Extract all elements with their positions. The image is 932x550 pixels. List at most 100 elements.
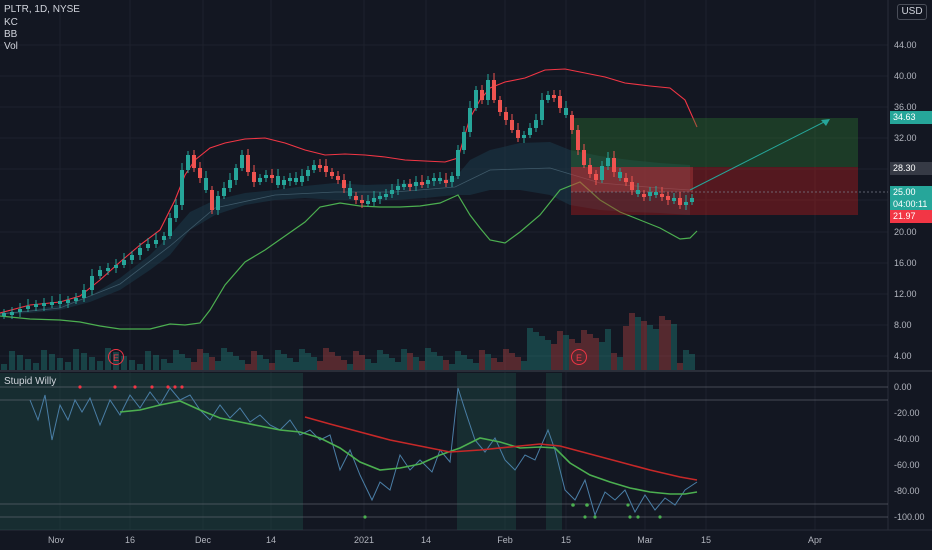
signal-green-line <box>119 400 698 495</box>
volume-bar <box>73 349 79 370</box>
volume-bar <box>161 359 167 370</box>
volume-bar <box>251 351 257 370</box>
volume-bar <box>407 353 413 370</box>
candle-body <box>666 196 670 200</box>
candle-body <box>342 180 346 188</box>
candle-body <box>588 165 592 174</box>
candle-body <box>390 190 394 194</box>
candle-body <box>438 178 442 181</box>
candle-body <box>462 132 466 150</box>
position-tool[interactable] <box>571 118 888 215</box>
price-axis-label: 12.00 <box>894 289 917 299</box>
volume-bar <box>191 362 197 370</box>
volume-bars <box>1 313 695 370</box>
volume-bar <box>401 349 407 370</box>
volume-bar <box>473 363 479 370</box>
time-axis[interactable]: Nov 16 Dec 14 2021 14 Feb 15 Mar 15 Apr <box>48 535 822 545</box>
candle-body <box>444 180 448 183</box>
volume-bar <box>227 352 233 370</box>
volume-bar <box>353 351 359 370</box>
candle-body <box>534 120 538 128</box>
grid <box>0 0 888 530</box>
candle-body <box>612 158 616 172</box>
legend-indicator-bb[interactable]: BB <box>4 29 18 40</box>
volume-bar <box>551 344 557 370</box>
volume-bar <box>145 351 151 370</box>
volume-bar <box>293 362 299 370</box>
price-axis-label: 16.00 <box>894 258 917 268</box>
symbol-legend[interactable]: PLTR, 1D, NYSE <box>4 4 80 15</box>
candle-body <box>246 155 250 172</box>
candle-body <box>34 304 38 307</box>
price-tag-last: 25.00 <box>890 186 932 199</box>
candle-body <box>522 135 526 138</box>
volume-bar <box>153 355 159 370</box>
position-target-zone[interactable] <box>571 118 858 167</box>
volume-bar <box>129 360 135 370</box>
volume-bar <box>245 364 251 370</box>
volume-bar <box>413 357 419 370</box>
candle-body <box>648 192 652 196</box>
volume-bar <box>533 332 539 370</box>
candle-body <box>486 80 490 100</box>
signal-red-line <box>304 416 698 481</box>
legend-indicator-vol[interactable]: Vol <box>4 41 18 52</box>
earnings-badge-1[interactable]: E <box>108 349 124 365</box>
candle-body <box>402 184 406 187</box>
candle-body <box>492 80 496 100</box>
candle-body <box>348 188 352 196</box>
projection-arrow[interactable] <box>689 119 829 191</box>
volume-bar <box>563 335 569 370</box>
candle-body <box>510 120 514 130</box>
volume-bar <box>389 358 395 370</box>
earnings-badge-2[interactable]: E <box>571 349 587 365</box>
time-axis-label: Feb <box>497 535 513 545</box>
keltner-channel-fill <box>0 142 690 315</box>
candle-body <box>324 166 328 172</box>
candle-body <box>582 150 586 165</box>
currency-badge[interactable]: USD <box>897 4 927 20</box>
candle-body <box>396 186 400 190</box>
indicator-axis-label: 0.00 <box>894 382 912 392</box>
candles[interactable] <box>2 73 694 319</box>
volume-bar <box>359 355 365 370</box>
candle-body <box>10 312 14 315</box>
time-axis-label: 16 <box>125 535 135 545</box>
volume-bar <box>431 352 437 370</box>
volume-bar <box>33 363 39 370</box>
candle-body <box>294 178 298 182</box>
volume-bar <box>593 338 599 370</box>
candle-body <box>2 313 6 316</box>
candle-body <box>312 165 316 170</box>
indicator-pane[interactable] <box>0 373 888 530</box>
volume-bar <box>317 361 323 370</box>
time-axis-label: Dec <box>195 535 212 545</box>
indicator-axis[interactable]: 0.00 -20.00 -40.00 -60.00 -80.00 -100.00 <box>894 382 925 522</box>
volume-bar <box>629 313 635 370</box>
indicator-axis-label: -80.00 <box>894 486 920 496</box>
candle-body <box>690 198 694 202</box>
time-axis-label: 14 <box>421 535 431 545</box>
indicator-title[interactable]: Stupid Willy <box>4 376 57 387</box>
indicator-zone-3 <box>546 373 562 530</box>
volume-bar <box>545 340 551 370</box>
legend-indicator-kc[interactable]: KC <box>4 17 18 28</box>
candle-body <box>384 194 388 197</box>
willy-line <box>29 387 698 517</box>
candle-body <box>192 155 196 168</box>
volume-bar <box>665 320 671 370</box>
candle-body <box>540 100 544 120</box>
volume-bar <box>605 329 611 370</box>
volume-bar <box>521 361 527 370</box>
arrow-head-icon <box>821 119 830 126</box>
volume-bar <box>233 356 239 370</box>
volume-bar <box>215 361 221 370</box>
candle-body <box>654 192 658 195</box>
candle-body <box>480 90 484 100</box>
price-axis-label: 4.00 <box>894 351 912 361</box>
candle-body <box>18 309 22 312</box>
volume-bar <box>197 349 203 370</box>
candle-body <box>636 190 640 194</box>
candle-body <box>414 182 418 186</box>
